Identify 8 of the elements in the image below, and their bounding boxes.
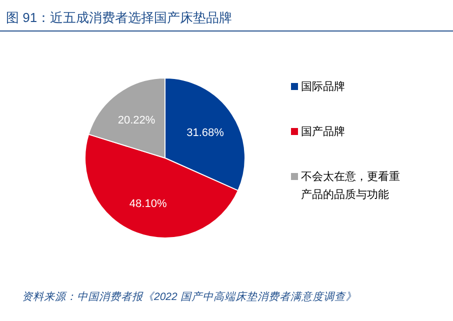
legend-label: 国产品牌 bbox=[301, 125, 345, 138]
data-label: 20.22% bbox=[118, 114, 156, 126]
chart-title: 图 91：近五成消费者选择国产床垫品牌 bbox=[6, 10, 232, 25]
text: 资料来源：中国消费者报《2022 国产中高端床垫消费者满意度调查》 bbox=[22, 291, 356, 303]
legend-label: 不会太在意，更看重产品的品质与功能 bbox=[301, 170, 400, 201]
data-label: 48.10% bbox=[129, 198, 167, 210]
data-label: 31.68% bbox=[186, 126, 224, 139]
legend-label: 国际品牌 bbox=[301, 81, 345, 93]
